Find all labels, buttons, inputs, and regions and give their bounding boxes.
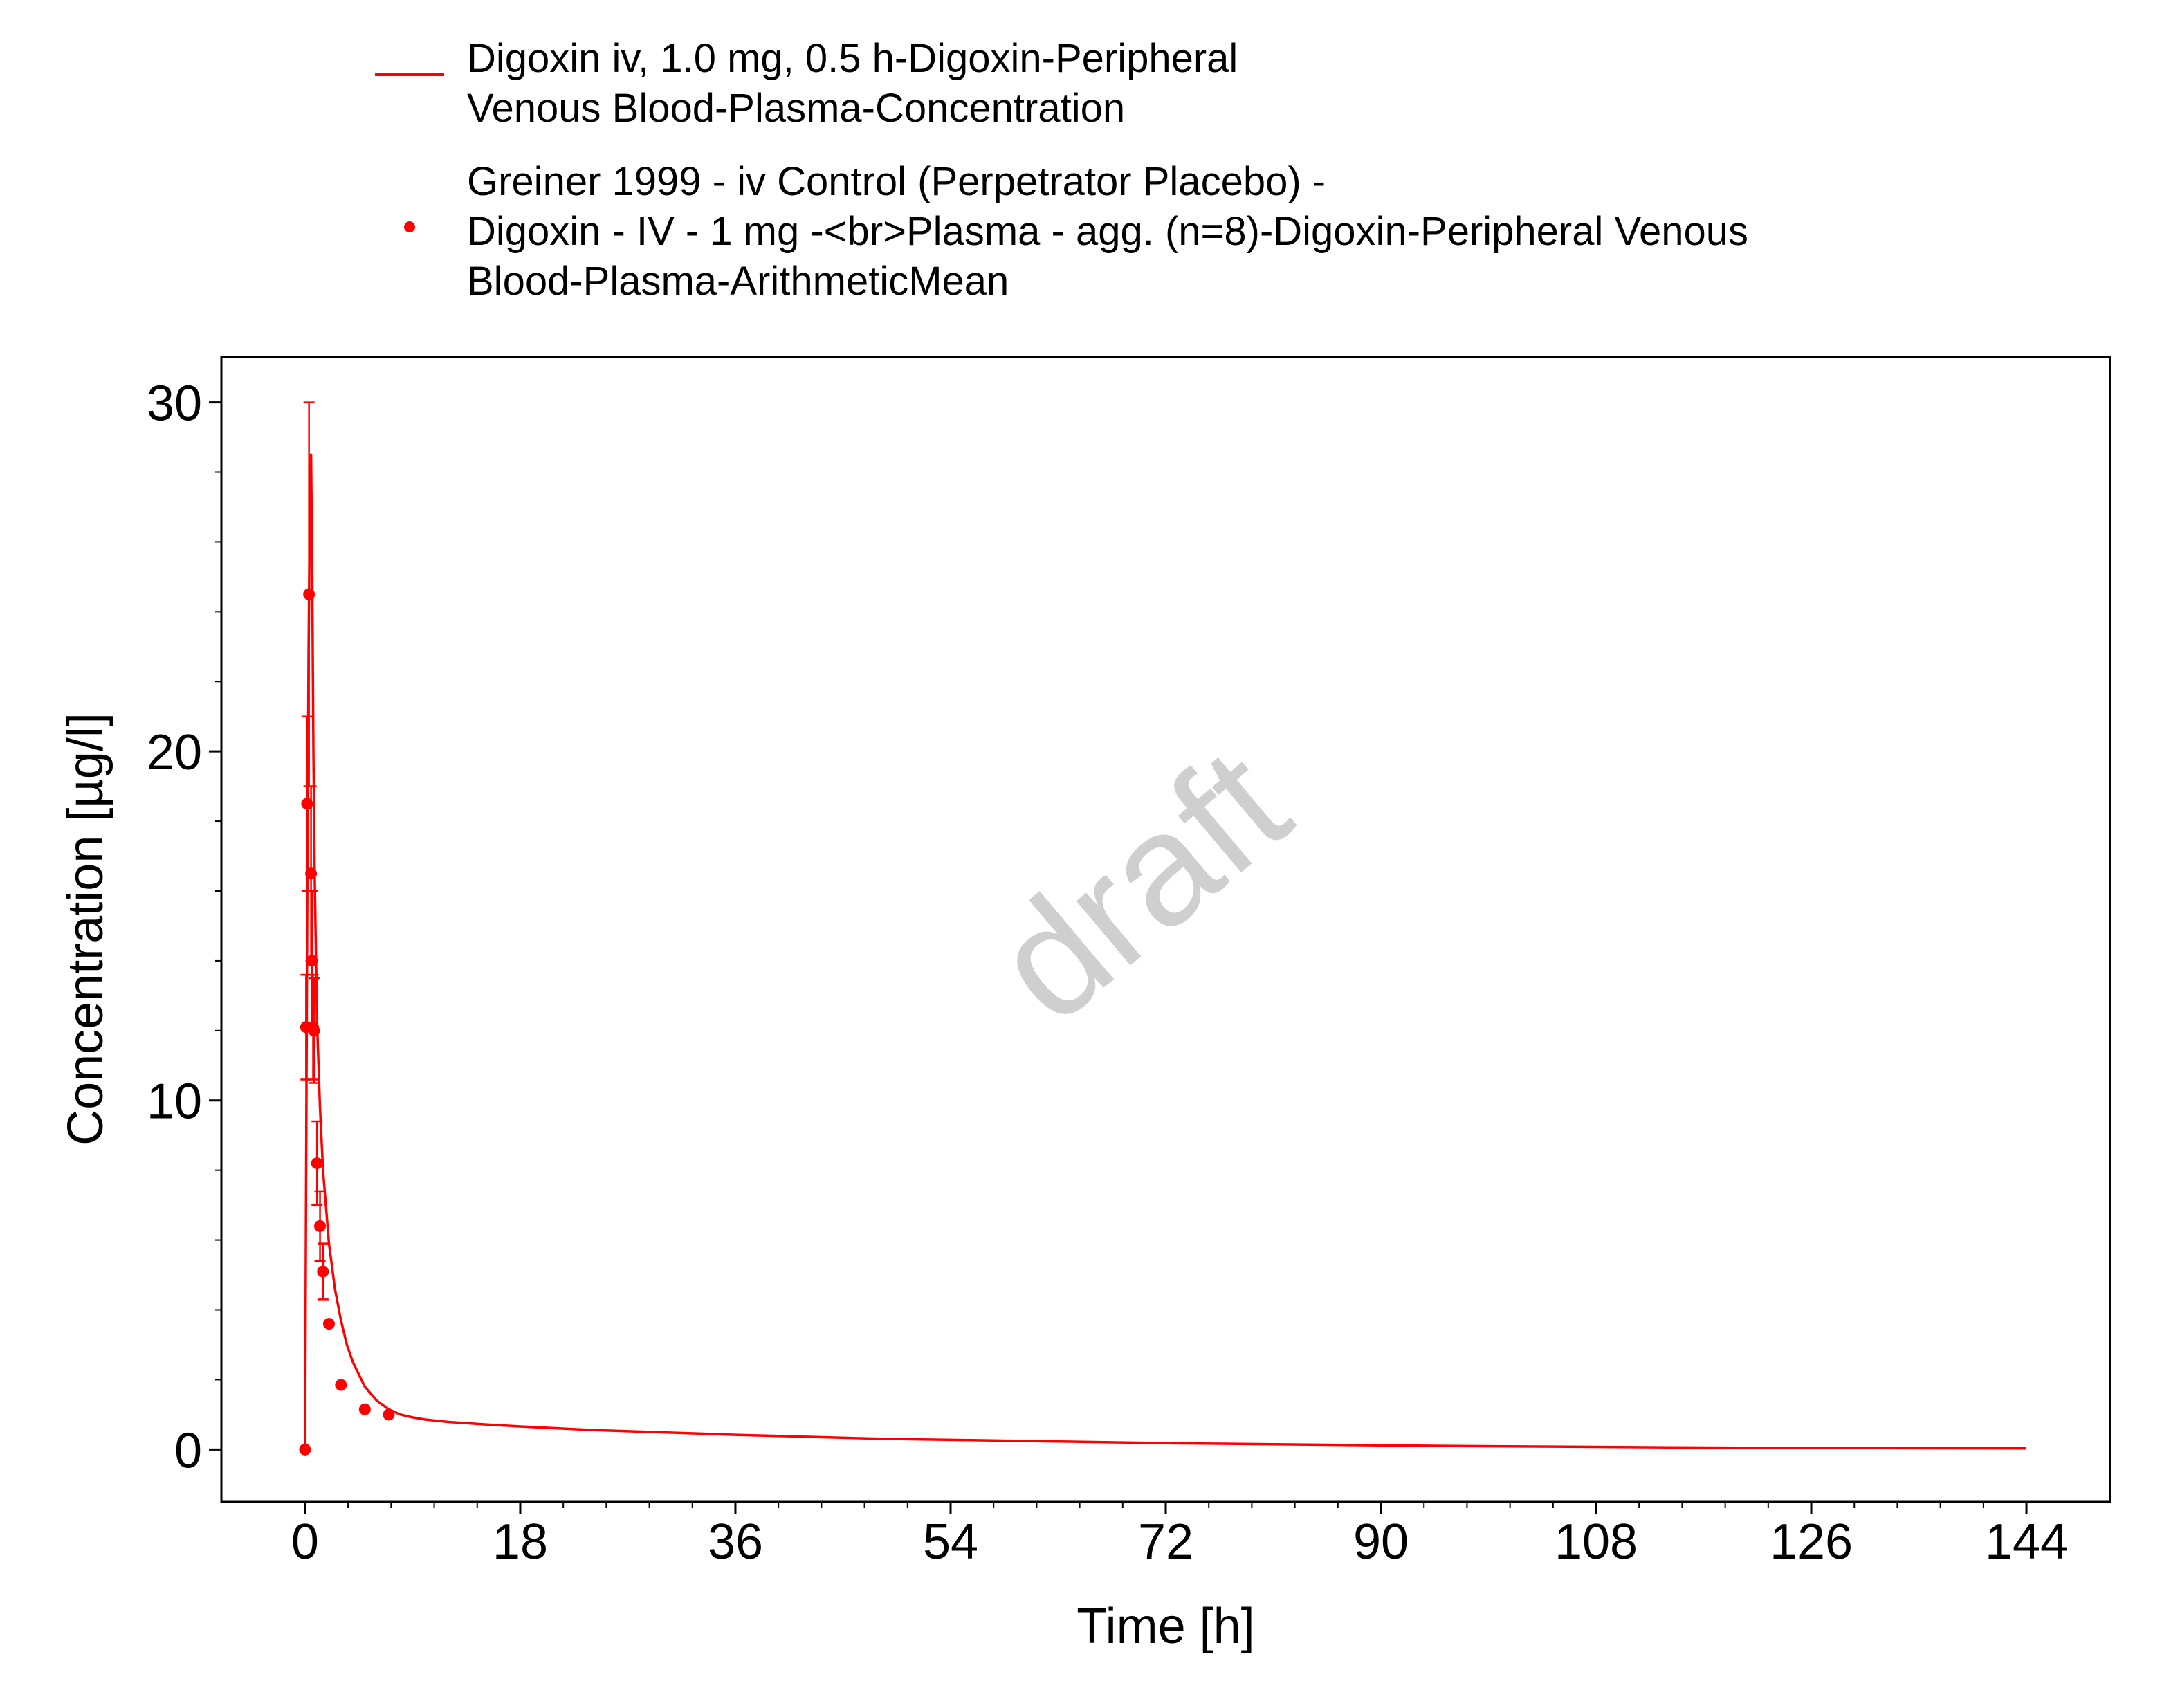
y-axis: 0 10 20 30 xyxy=(147,376,221,1478)
legend-marker-label-3: Blood-Plasma-ArithmeticMean xyxy=(467,259,1009,304)
legend-line-label-2: Venous Blood-Plasma-Concentration xyxy=(467,86,1125,131)
x-tick-label: 72 xyxy=(1138,1514,1193,1570)
data-point xyxy=(308,1025,320,1037)
y-tick-label: 20 xyxy=(147,725,202,780)
x-tick-label: 108 xyxy=(1555,1514,1638,1570)
y-tick-label: 0 xyxy=(174,1423,202,1478)
legend: Digoxin iv, 1.0 mg, 0.5 h-Digoxin-Periph… xyxy=(375,36,1748,304)
simulation-line xyxy=(304,453,2027,1450)
watermark: draft xyxy=(962,715,1320,1056)
data-point xyxy=(305,867,318,880)
x-tick-label: 126 xyxy=(1770,1514,1853,1570)
x-tick-label: 18 xyxy=(493,1514,548,1570)
data-point xyxy=(303,588,315,600)
data-point xyxy=(314,1220,327,1232)
data-point xyxy=(306,955,318,967)
x-tick-label: 90 xyxy=(1353,1514,1409,1570)
legend-marker-label-1: Greiner 1999 - iv Control (Perpetrator P… xyxy=(467,159,1326,204)
data-point xyxy=(299,1443,311,1456)
plot-data xyxy=(299,401,2027,1456)
legend-line-label-1: Digoxin iv, 1.0 mg, 0.5 h-Digoxin-Periph… xyxy=(467,36,1238,81)
x-tick-label: 0 xyxy=(291,1514,319,1570)
data-point xyxy=(358,1403,371,1415)
x-tick-label: 36 xyxy=(708,1514,763,1570)
legend-marker-swatch xyxy=(404,221,415,232)
data-point xyxy=(335,1379,347,1391)
data-point xyxy=(311,1157,323,1170)
data-point xyxy=(383,1408,395,1421)
x-axis-label: Time [h] xyxy=(1077,1599,1254,1654)
data-point xyxy=(301,798,313,810)
data-point xyxy=(323,1318,336,1330)
legend-marker-label-2: Digoxin - IV - 1 mg -<br>Plasma - agg. (… xyxy=(467,209,1748,254)
x-tick-label: 144 xyxy=(1985,1514,2068,1570)
x-tick-label: 54 xyxy=(923,1514,978,1570)
y-tick-label: 30 xyxy=(147,376,202,432)
data-point xyxy=(317,1265,329,1278)
y-axis-label: Concentration [µg/l] xyxy=(58,713,113,1146)
x-axis: 0 18 36 54 72 90 108 126 144 xyxy=(291,1502,2068,1570)
y-tick-label: 10 xyxy=(147,1074,202,1130)
